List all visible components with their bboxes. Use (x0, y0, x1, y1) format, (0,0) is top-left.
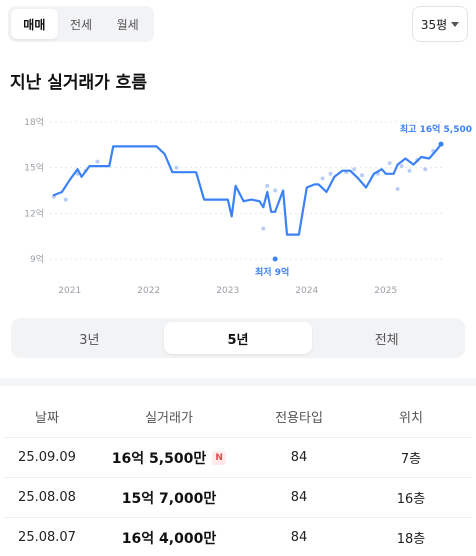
tab-sale[interactable]: 매매 (11, 9, 58, 39)
transactions-table: 날짜 실거래가 전용타입 위치 25.09.09 16억 5,500만 N 84… (4, 396, 472, 556)
trade-point (95, 159, 100, 164)
row-floor: 7층 (400, 452, 422, 467)
header-date: 날짜 (35, 411, 59, 426)
row-type: 84 (290, 530, 308, 545)
x-tick-label: 2021 (58, 286, 81, 296)
section-title: 지난 실거래가 흐름 (10, 73, 147, 93)
row-price-cell: 15억 7,000만 (90, 488, 248, 508)
x-tick-label: 2024 (295, 286, 318, 296)
trade-point (407, 168, 412, 173)
x-tick-label: 2023 (216, 286, 239, 296)
table-row[interactable]: 25.09.09 16억 5,500만 N 84 7층 (4, 438, 472, 478)
trade-point (265, 183, 270, 188)
table-row[interactable]: 25.08.07 16억 4,000만 84 18층 (4, 518, 472, 556)
trade-point (328, 171, 333, 176)
row-date: 25.08.07 (18, 530, 76, 545)
x-tick-label: 2022 (137, 286, 160, 296)
high-annotation: 최고 16억 5,500 (400, 123, 472, 135)
y-tick-label: 15억 (24, 162, 44, 174)
table-header: 날짜 실거래가 전용타입 위치 (4, 396, 472, 438)
header-floor: 위치 (399, 411, 423, 426)
trade-point (399, 164, 404, 169)
row-price: 15억 7,000만 (121, 490, 217, 507)
trade-type-tabs: 매매 전세 월세 (8, 6, 154, 42)
trade-point (63, 197, 68, 202)
tab-monthly-rent[interactable]: 월세 (116, 17, 139, 32)
row-date: 25.09.09 (18, 450, 76, 465)
row-price: 16억 5,500만 (111, 450, 207, 467)
row-price: 16억 4,000만 (121, 530, 217, 547)
trade-point (320, 176, 325, 181)
price-trend-chart: 18억 15억 12억 9억 2021 2022 2023 2024 2025 최고 16억 5,… (24, 116, 472, 296)
header-price: 실거래가 (145, 411, 193, 426)
low-point-marker (272, 256, 278, 262)
header-type: 전용타입 (275, 411, 323, 426)
row-floor: 18층 (396, 532, 426, 547)
low-annotation: 최저 9억 (255, 266, 289, 278)
tab-jeonse[interactable]: 전세 (69, 17, 93, 32)
new-badge: N (212, 450, 227, 465)
trade-point (352, 167, 357, 172)
high-point-marker (438, 141, 444, 147)
tab-range-3y[interactable]: 3년 (79, 332, 100, 348)
size-select[interactable]: 35평 (412, 6, 468, 42)
table-row[interactable]: 25.08.08 15억 7,000만 84 16층 (4, 478, 472, 518)
trade-point (360, 173, 365, 178)
row-type: 84 (290, 490, 308, 505)
row-price-cell: 16억 5,500만 N (90, 448, 248, 468)
row-floor: 16층 (396, 492, 426, 507)
caret-down-icon (451, 21, 460, 27)
y-tick-label: 9억 (30, 253, 44, 265)
trade-point (423, 167, 428, 172)
trade-point (387, 161, 392, 166)
trade-point (261, 226, 266, 231)
price-trend-line (52, 143, 443, 236)
size-select-value: 35평 (420, 17, 448, 32)
y-tick-label: 12억 (24, 207, 44, 219)
trade-point (174, 165, 179, 170)
trade-point (273, 188, 278, 193)
tab-range-5y[interactable]: 5년 (163, 322, 313, 354)
row-date: 25.08.08 (18, 490, 76, 505)
tab-range-all[interactable]: 전체 (374, 332, 399, 348)
row-price-cell: 16억 4,000만 (90, 528, 248, 548)
row-type: 84 (290, 450, 308, 465)
section-divider (0, 378, 476, 386)
y-tick-label: 18억 (24, 116, 44, 128)
range-tabs: 3년 5년 전체 (11, 318, 465, 358)
trade-point (395, 186, 400, 191)
x-tick-label: 2025 (374, 286, 397, 296)
